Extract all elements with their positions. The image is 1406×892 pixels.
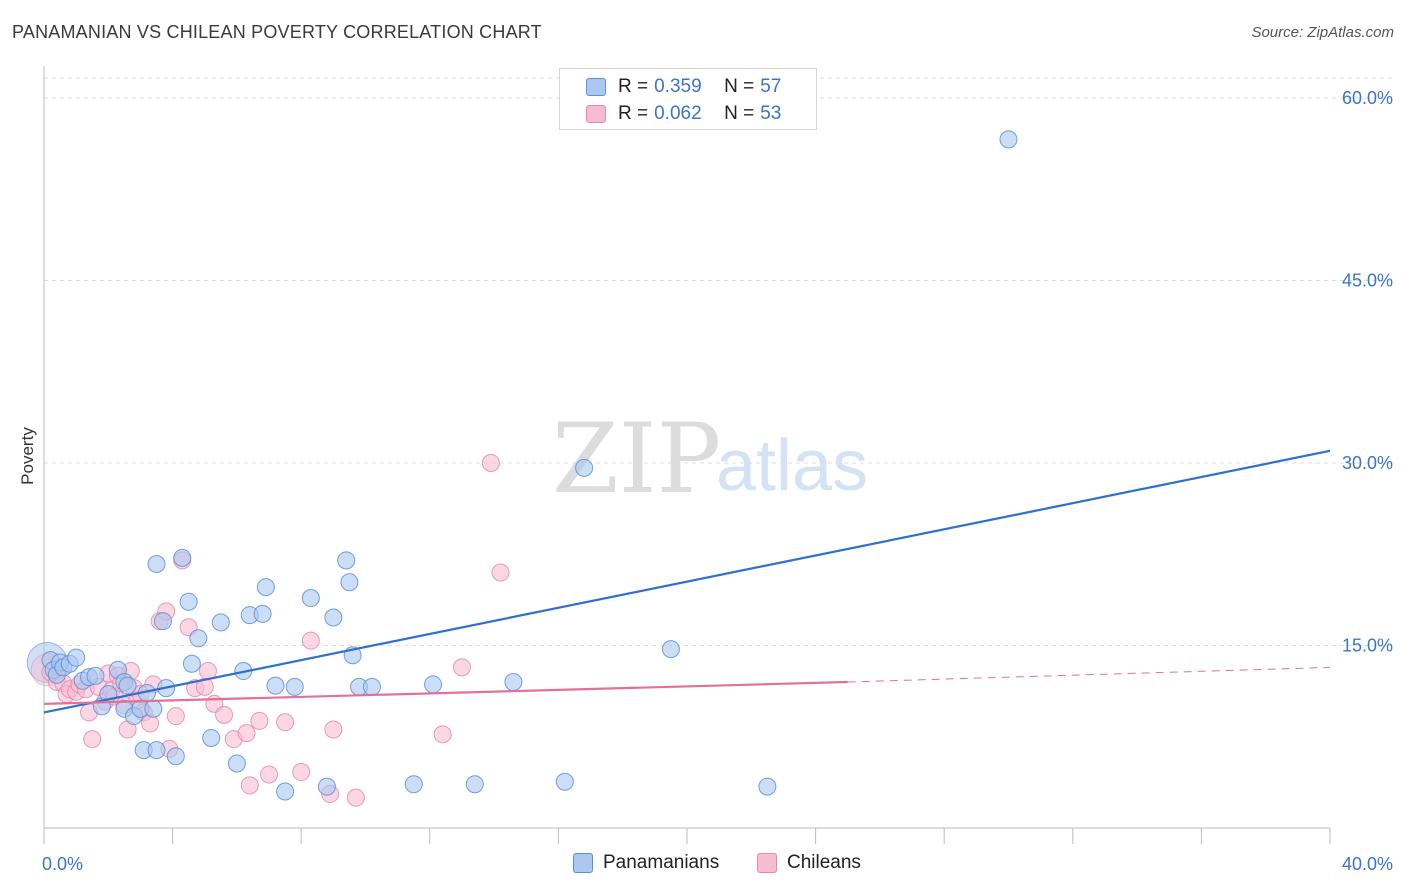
- panamanian-point: [301, 589, 320, 608]
- chilean-trend-extension: [847, 666, 1331, 683]
- chilean-point: [141, 714, 160, 733]
- legend-item-label: Chileans: [787, 852, 861, 873]
- chilean-point: [491, 563, 510, 582]
- chilean-point: [276, 713, 295, 732]
- panamanian-point: [661, 640, 680, 659]
- x-tick-labels: 0.0% 40.0%: [42, 854, 1393, 874]
- data-points: [26, 130, 1018, 807]
- panamanian-point: [256, 578, 275, 597]
- panamanian-point: [153, 612, 172, 631]
- y-tick-label: 45.0%: [1342, 271, 1393, 291]
- chilean-point: [83, 730, 102, 749]
- panamanian-point: [144, 699, 163, 718]
- legend-r-label: R =: [618, 103, 649, 124]
- series-legend: Panamanians Chileans: [0, 852, 1406, 876]
- chilean-point: [324, 720, 343, 739]
- legend-item-chileans: Chileans: [757, 852, 861, 874]
- legend-r-label: R =: [618, 76, 649, 97]
- legend-item-panamanians: Panamanians: [573, 852, 719, 874]
- chilean-point: [346, 788, 365, 807]
- panamanian-point: [362, 677, 381, 696]
- blue-swatch: [586, 78, 606, 96]
- panamanian-point: [276, 782, 295, 801]
- panamanian-point: [324, 608, 343, 627]
- panamanian-point: [118, 676, 137, 695]
- panamanian-point: [465, 775, 484, 794]
- legend-n-value: 57: [760, 76, 782, 97]
- watermark-atlas: atlas: [716, 426, 868, 506]
- panamanian-point: [575, 458, 594, 477]
- watermark: ZIP atlas: [552, 403, 868, 515]
- y-tick-label: 15.0%: [1342, 636, 1393, 656]
- chilean-trend-line: [43, 680, 848, 705]
- panamanian-point: [266, 676, 285, 695]
- panamanian-point: [285, 677, 304, 696]
- legend-row-chileans: R = 0.062 N = 53: [586, 103, 781, 125]
- panamanian-point: [404, 775, 423, 794]
- trend-lines: [43, 449, 1331, 714]
- y-axis-label: Poverty: [18, 427, 37, 485]
- panamanian-point: [504, 673, 523, 691]
- chilean-point: [237, 724, 256, 743]
- panamanian-point: [340, 573, 359, 592]
- chilean-point: [166, 707, 185, 726]
- pink-swatch: [586, 105, 606, 123]
- panamanian-point: [147, 554, 166, 573]
- y-tick-labels: 15.0% 30.0% 45.0% 60.0%: [1342, 88, 1393, 656]
- panamanian-point: [424, 675, 443, 694]
- panamanian-point: [179, 592, 198, 611]
- panamanian-point: [999, 130, 1018, 149]
- chilean-point: [240, 776, 259, 795]
- legend-n-label: N =: [724, 76, 755, 97]
- legend-n-value: 53: [760, 103, 782, 124]
- panamanian-point: [758, 777, 777, 796]
- legend-row-panamanians: R = 0.359 N = 57: [586, 76, 781, 98]
- legend-item-label: Panamanians: [603, 852, 720, 873]
- watermark-zip: ZIP: [552, 403, 721, 515]
- chilean-point: [452, 658, 471, 677]
- panamanian-point: [317, 777, 336, 796]
- y-tick-label: 30.0%: [1342, 453, 1393, 473]
- x-tick-label: 0.0%: [42, 854, 83, 874]
- chilean-point: [301, 631, 320, 650]
- panamanian-point: [253, 604, 272, 623]
- panamanian-point: [67, 648, 86, 667]
- source-label: Source: ZipAtlas.com: [1251, 24, 1394, 41]
- pink-swatch: [757, 853, 777, 873]
- chilean-point: [481, 454, 500, 472]
- panamanian-point: [147, 741, 166, 760]
- panamanian-point: [211, 613, 230, 632]
- legend-r-value: 0.062: [654, 103, 702, 124]
- correlation-legend: R = 0.359 N = 57 R = 0.062 N = 53: [559, 68, 817, 130]
- panamanian-point: [189, 629, 208, 648]
- chilean-point: [433, 725, 452, 744]
- panamanian-point: [182, 654, 201, 673]
- y-tick-label: 60.0%: [1342, 88, 1393, 108]
- legend-n-label: N =: [724, 103, 755, 124]
- panamanian-point: [86, 666, 105, 685]
- blue-swatch: [573, 853, 593, 873]
- chilean-point: [260, 765, 279, 784]
- panamanian-point: [173, 548, 192, 567]
- chart-title: PANAMANIAN VS CHILEAN POVERTY CORRELATIO…: [12, 22, 542, 42]
- panamanian-point: [555, 772, 574, 791]
- panamanian-point: [337, 551, 356, 570]
- chilean-point: [292, 763, 311, 782]
- grid-lines: [44, 77, 1394, 646]
- axes: [43, 66, 1331, 844]
- panamanian-trend-line: [43, 449, 1331, 714]
- legend-r-value: 0.359: [654, 76, 702, 97]
- chilean-point: [250, 711, 269, 730]
- panamanian-point: [202, 728, 221, 747]
- panamanian-point: [227, 754, 246, 773]
- x-tick-label: 40.0%: [1342, 854, 1393, 874]
- panamanian-point: [166, 747, 185, 766]
- chilean-point: [215, 705, 234, 724]
